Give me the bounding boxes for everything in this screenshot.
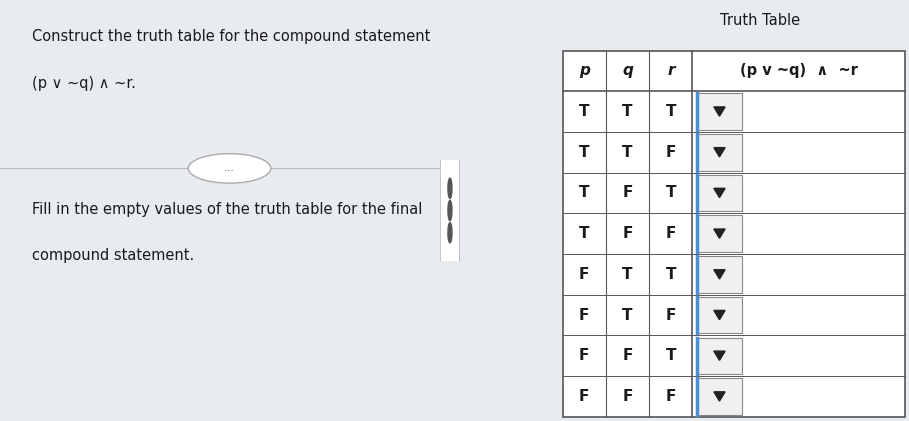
Text: T: T [623, 104, 633, 119]
Text: T: T [665, 267, 676, 282]
Polygon shape [714, 310, 725, 320]
Text: T: T [579, 226, 589, 241]
Polygon shape [714, 351, 725, 360]
Bar [697, 134, 742, 171]
Polygon shape [714, 148, 725, 157]
Bar [697, 378, 742, 415]
Bar [697, 338, 742, 374]
Ellipse shape [188, 154, 271, 183]
Text: (p ∨ ~q) ∧ ~r.: (p ∨ ~q) ∧ ~r. [32, 76, 136, 91]
Text: compound statement.: compound statement. [32, 248, 195, 264]
Text: T: T [623, 267, 633, 282]
Text: T: T [579, 145, 589, 160]
Bar [563, 51, 904, 417]
Text: T: T [665, 348, 676, 363]
Text: ...: ... [225, 163, 235, 173]
Text: F: F [579, 267, 589, 282]
Text: F: F [623, 186, 633, 200]
Text: T: T [623, 145, 633, 160]
Text: F: F [579, 389, 589, 404]
Text: F: F [665, 389, 676, 404]
Polygon shape [714, 392, 725, 401]
Circle shape [448, 223, 452, 243]
Bar [697, 93, 742, 130]
Bar [697, 297, 742, 333]
Bar [697, 256, 742, 293]
Text: T: T [579, 104, 589, 119]
Polygon shape [714, 229, 725, 238]
Text: p: p [579, 64, 590, 78]
Text: Fill in the empty values of the truth table for the final: Fill in the empty values of the truth ta… [32, 202, 423, 217]
FancyBboxPatch shape [440, 155, 460, 266]
Text: T: T [623, 308, 633, 322]
Text: F: F [665, 145, 676, 160]
Text: F: F [579, 348, 589, 363]
Text: F: F [623, 389, 633, 404]
Text: F: F [623, 226, 633, 241]
Polygon shape [714, 270, 725, 279]
Text: F: F [665, 308, 676, 322]
Text: T: T [665, 186, 676, 200]
Bar [697, 216, 742, 252]
Text: T: T [579, 186, 589, 200]
Text: T: T [665, 104, 676, 119]
Text: Construct the truth table for the compound statement: Construct the truth table for the compou… [32, 29, 431, 45]
Text: q: q [622, 64, 633, 78]
Text: Truth Table: Truth Table [721, 13, 801, 28]
Polygon shape [714, 188, 725, 197]
Bar [697, 175, 742, 211]
Text: F: F [665, 226, 676, 241]
Polygon shape [714, 107, 725, 116]
Text: F: F [623, 348, 633, 363]
Text: (p v ~q)  ∧  ~r: (p v ~q) ∧ ~r [740, 64, 857, 78]
Circle shape [448, 178, 452, 198]
Circle shape [448, 200, 452, 221]
Text: r: r [667, 64, 674, 78]
Text: F: F [579, 308, 589, 322]
